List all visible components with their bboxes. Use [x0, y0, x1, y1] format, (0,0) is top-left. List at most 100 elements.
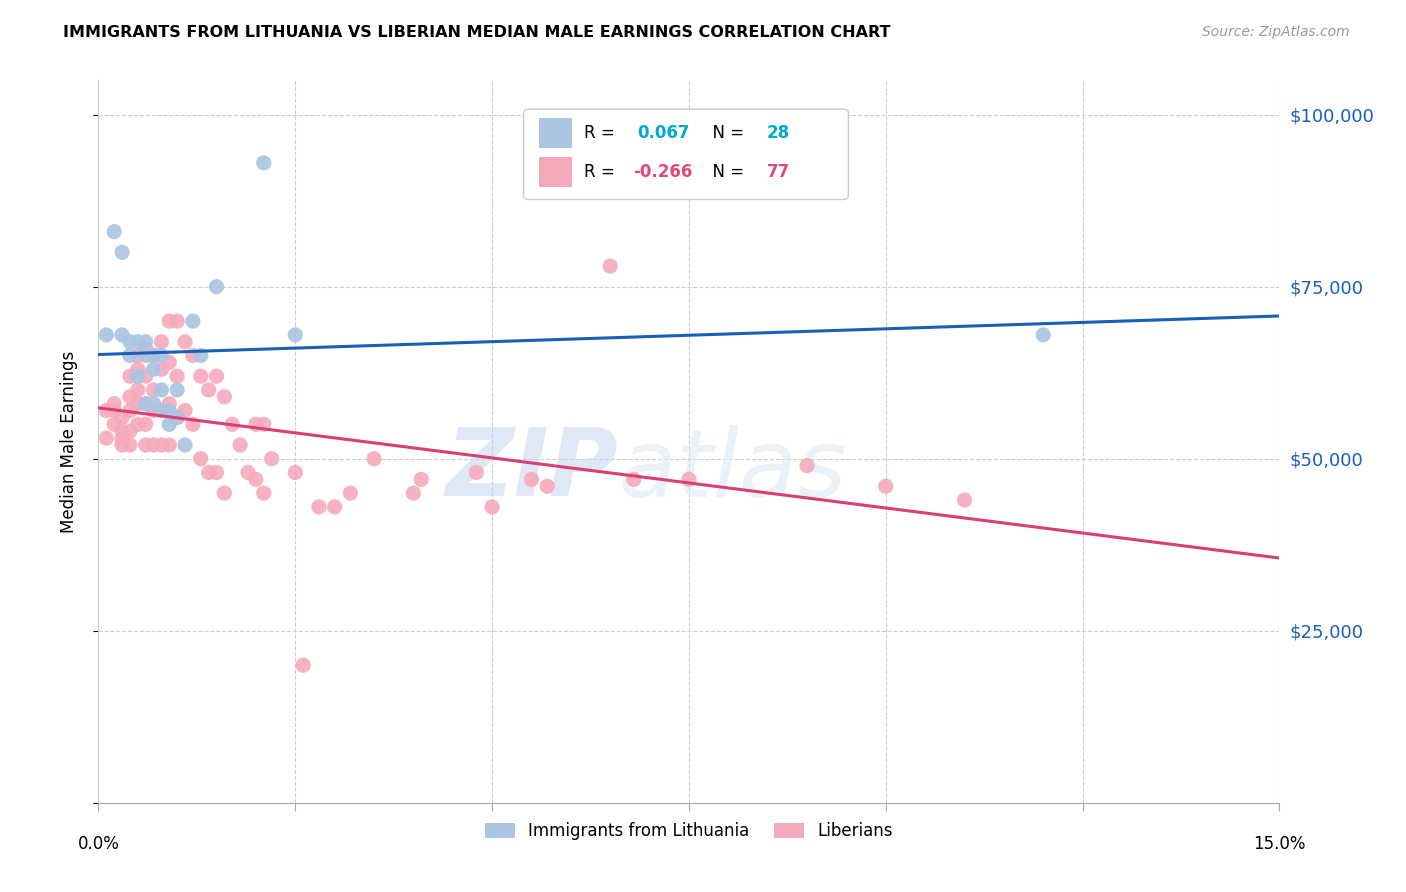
Point	[103, 397, 125, 411]
Point	[253, 486, 276, 500]
Point	[150, 362, 173, 376]
Point	[103, 225, 125, 239]
Point	[157, 417, 180, 432]
Text: 15.0%: 15.0%	[1253, 835, 1306, 854]
Point	[111, 327, 134, 342]
Point	[150, 438, 173, 452]
Point	[127, 383, 149, 397]
Point	[96, 431, 118, 445]
Point	[135, 349, 157, 363]
Point	[111, 431, 134, 445]
Point	[150, 403, 173, 417]
Point	[166, 314, 188, 328]
Point	[96, 327, 118, 342]
Point	[411, 472, 433, 486]
Point	[174, 334, 197, 349]
Point	[118, 438, 141, 452]
Point	[197, 383, 219, 397]
Point	[796, 458, 818, 473]
Text: 0.0%: 0.0%	[77, 835, 120, 854]
Point	[166, 383, 188, 397]
Point	[142, 362, 165, 376]
Text: 0.067: 0.067	[637, 124, 689, 142]
Point	[135, 438, 157, 452]
Text: 77: 77	[766, 163, 790, 181]
Text: IMMIGRANTS FROM LITHUANIA VS LIBERIAN MEDIAN MALE EARNINGS CORRELATION CHART: IMMIGRANTS FROM LITHUANIA VS LIBERIAN ME…	[63, 25, 891, 40]
Text: 28: 28	[766, 124, 790, 142]
Point	[308, 500, 330, 514]
Text: atlas: atlas	[619, 425, 846, 516]
Point	[150, 403, 173, 417]
Point	[236, 466, 259, 480]
Point	[96, 403, 118, 417]
Point	[205, 466, 228, 480]
Point	[323, 500, 346, 514]
Point	[166, 410, 188, 425]
Point	[174, 438, 197, 452]
Bar	[538, 118, 572, 148]
Point	[111, 438, 134, 452]
Point	[111, 410, 134, 425]
Point	[150, 334, 173, 349]
Point	[205, 369, 228, 384]
Point	[245, 417, 267, 432]
Point	[245, 472, 267, 486]
Text: R =: R =	[583, 124, 626, 142]
Point	[142, 403, 165, 417]
Point	[135, 417, 157, 432]
Point	[221, 417, 243, 432]
Point	[135, 397, 157, 411]
Point	[1032, 327, 1054, 342]
Point	[339, 486, 361, 500]
Point	[190, 349, 212, 363]
Text: R =: R =	[583, 163, 620, 181]
Point	[214, 390, 236, 404]
Text: -0.266: -0.266	[634, 163, 693, 181]
Point	[520, 472, 543, 486]
Point	[181, 349, 204, 363]
Point	[205, 279, 228, 293]
Point	[214, 486, 236, 500]
Point	[260, 451, 283, 466]
FancyBboxPatch shape	[523, 109, 848, 200]
Point	[536, 479, 558, 493]
Point	[142, 397, 165, 411]
Point	[127, 362, 149, 376]
Text: N =: N =	[702, 163, 749, 181]
Text: N =: N =	[702, 124, 749, 142]
Point	[118, 334, 141, 349]
Point	[142, 349, 165, 363]
Point	[190, 369, 212, 384]
Point	[135, 334, 157, 349]
Point	[150, 383, 173, 397]
Bar	[538, 157, 572, 187]
Point	[190, 451, 212, 466]
Point	[135, 397, 157, 411]
Point	[118, 390, 141, 404]
Point	[111, 245, 134, 260]
Point	[292, 658, 315, 673]
Point	[481, 500, 503, 514]
Point	[127, 417, 149, 432]
Point	[118, 369, 141, 384]
Point	[875, 479, 897, 493]
Point	[284, 466, 307, 480]
Text: Source: ZipAtlas.com: Source: ZipAtlas.com	[1202, 25, 1350, 39]
Point	[181, 314, 204, 328]
Point	[103, 417, 125, 432]
Point	[157, 438, 180, 452]
Point	[135, 369, 157, 384]
Point	[678, 472, 700, 486]
Point	[118, 424, 141, 438]
Legend: Immigrants from Lithuania, Liberians: Immigrants from Lithuania, Liberians	[478, 815, 900, 847]
Text: ZIP: ZIP	[446, 425, 619, 516]
Point	[127, 397, 149, 411]
Point	[127, 369, 149, 384]
Point	[142, 383, 165, 397]
Point	[135, 342, 157, 356]
Point	[118, 403, 141, 417]
Point	[127, 349, 149, 363]
Point	[142, 349, 165, 363]
Point	[157, 397, 180, 411]
Point	[103, 403, 125, 417]
